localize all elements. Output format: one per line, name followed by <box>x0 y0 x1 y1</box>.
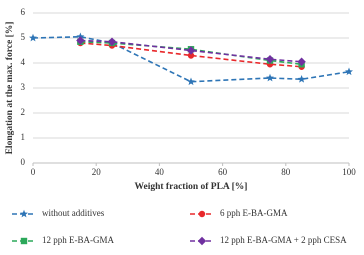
y-tick-label: 6 <box>21 7 26 17</box>
marker <box>297 75 306 83</box>
marker <box>297 57 306 66</box>
y-tick-label: 2 <box>21 107 26 117</box>
legend-label: 12 pph E-BA-GMA <box>42 235 114 245</box>
x-tick-label: 60 <box>218 167 228 177</box>
x-tick-label: 80 <box>281 167 291 177</box>
x-tick-label: 0 <box>31 167 36 177</box>
legend-label: 12 pph E-BA-GMA + 2 pph CESA <box>220 235 347 245</box>
marker <box>186 46 196 55</box>
x-axis-title: Weight fraction of PLA [%] <box>135 182 248 192</box>
marker <box>197 236 207 246</box>
legend-label: without additives <box>42 208 105 218</box>
series-line <box>80 40 302 66</box>
y-axis-title: Elongation at the max. force [%] <box>5 22 15 155</box>
marker <box>107 37 117 46</box>
marker <box>187 77 195 86</box>
marker <box>266 73 274 82</box>
marker <box>187 52 195 59</box>
series-line <box>80 42 302 68</box>
marker <box>20 209 28 218</box>
y-tick-label: 1 <box>21 132 26 142</box>
y-tick-label: 4 <box>21 57 26 67</box>
x-tick-label: 100 <box>342 167 356 177</box>
x-tick-label: 40 <box>155 167 165 177</box>
marker <box>265 55 275 64</box>
marker <box>345 67 353 76</box>
y-tick-label: 5 <box>21 32 26 42</box>
marker <box>20 237 28 245</box>
marker <box>29 33 37 42</box>
legend-label: 6 pph E-BA-GMA <box>220 208 288 218</box>
marker <box>198 210 206 218</box>
marker <box>76 36 85 45</box>
y-tick-label: 0 <box>21 157 26 167</box>
y-tick-label: 3 <box>21 82 26 92</box>
x-tick-label: 20 <box>92 167 102 177</box>
series-line <box>80 39 302 63</box>
